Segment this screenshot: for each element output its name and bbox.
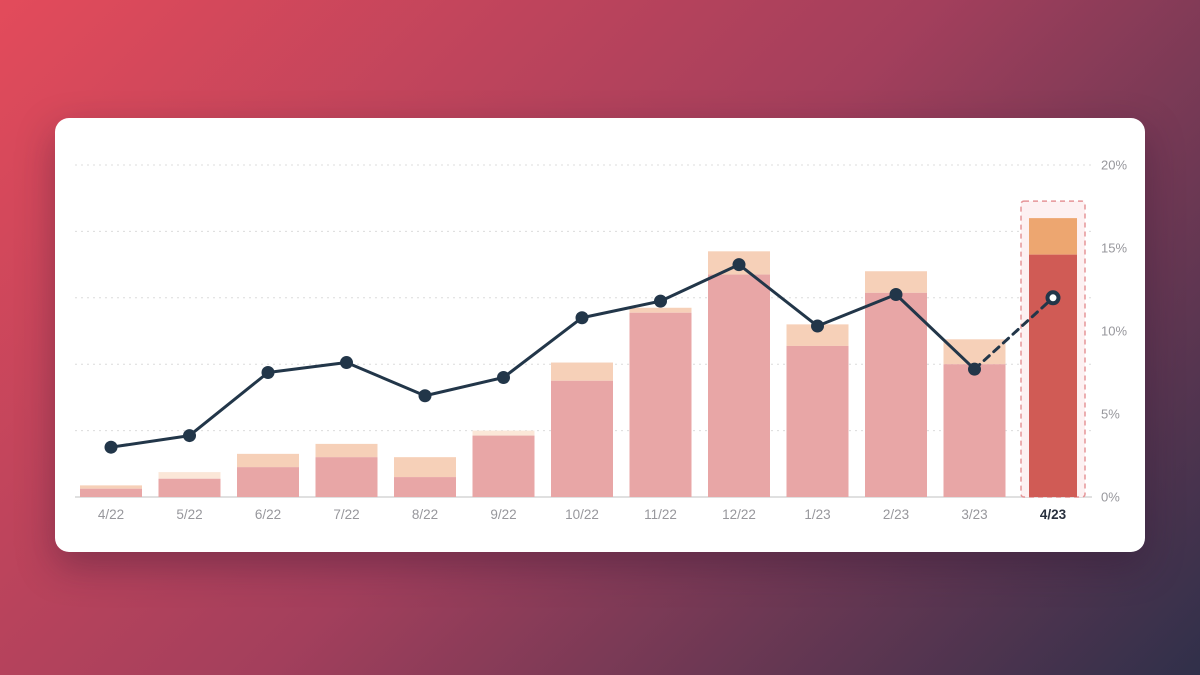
x-label-5-22: 5/22 [176,507,202,522]
x-label-4-23: 4/23 [1040,507,1067,522]
y-label-20pct: 20% [1101,158,1127,173]
x-label-9-22: 9/22 [490,507,516,522]
bar-main-4-22[interactable] [80,488,142,497]
x-label-7-22: 7/22 [333,507,359,522]
data-point-2-23[interactable] [889,287,903,301]
trend-line-solid [109,263,976,449]
bar-cap-4-22[interactable] [80,485,142,489]
bar-main-9-22[interactable] [472,435,535,497]
bar-main-2-23[interactable] [865,292,927,497]
data-point-10-22[interactable] [575,311,589,325]
data-point-4-22[interactable] [104,440,118,454]
bar-main-5-22[interactable] [158,478,221,497]
trend-line-forecast-dashed [973,296,1055,371]
data-point-5-22[interactable] [183,429,196,443]
data-point-6-22[interactable] [261,366,275,379]
data-point-11-22[interactable] [654,294,667,308]
bar-main-11-22[interactable] [629,312,692,497]
bar-cap-9-22[interactable] [472,430,535,436]
bar-main-8-22[interactable] [394,477,456,497]
bar-cap-4-23[interactable] [1029,218,1077,255]
bar-main-1-23[interactable] [786,345,849,497]
bar-cap-7-22[interactable] [315,443,378,458]
bar-cap-8-22[interactable] [394,457,456,478]
x-label-10-22: 10/22 [565,507,599,522]
y-label-5pct: 5% [1101,407,1120,422]
bar-line-chart: 4/22 5/22 6/22 7/22 8/22 9/22 10/22 11/22 12/22 1… [75,158,1127,522]
data-point-1-23[interactable] [811,319,824,333]
data-point-9-22[interactable] [497,370,510,384]
data-point-7-22[interactable] [340,356,353,370]
x-label-12-22: 12/22 [722,507,756,522]
bar-main-3-23[interactable] [943,364,1006,497]
data-point-open-4-23[interactable] [1045,290,1061,306]
bar-cap-1-23[interactable] [786,324,849,346]
bar-main-10-22[interactable] [551,380,613,497]
bar-main-7-22[interactable] [315,457,378,497]
bar-cap-3-23[interactable] [943,339,1006,365]
bar-cap-5-22[interactable] [158,472,221,479]
bar-main-6-22[interactable] [237,467,299,497]
x-label-8-22: 8/22 [412,507,438,522]
x-label-1-23: 1/23 [804,507,830,522]
x-label-4-22: 4/22 [98,507,124,522]
bar-cap-10-22[interactable] [551,362,613,381]
bar-cap-6-22[interactable] [237,453,299,468]
bar-main-12-22[interactable] [708,274,770,497]
data-point-12-22[interactable] [732,258,746,272]
y-label-15pct: 15% [1101,241,1127,256]
bar-cap-2-23[interactable] [865,271,927,293]
data-point-8-22[interactable] [418,389,432,403]
y-label-0pct: 0% [1101,490,1120,505]
bar-cap-11-22[interactable] [629,307,692,313]
x-label-2-23: 2/23 [883,507,909,522]
x-label-3-23: 3/23 [961,507,987,522]
x-label-6-22: 6/22 [255,507,281,522]
chart-card: 4/22 5/22 6/22 7/22 8/22 9/22 10/22 11/22 12/22 1… [55,118,1145,552]
x-label-11-22: 11/22 [644,507,677,522]
data-point-3-23[interactable] [968,362,981,376]
y-label-10pct: 10% [1101,324,1127,339]
